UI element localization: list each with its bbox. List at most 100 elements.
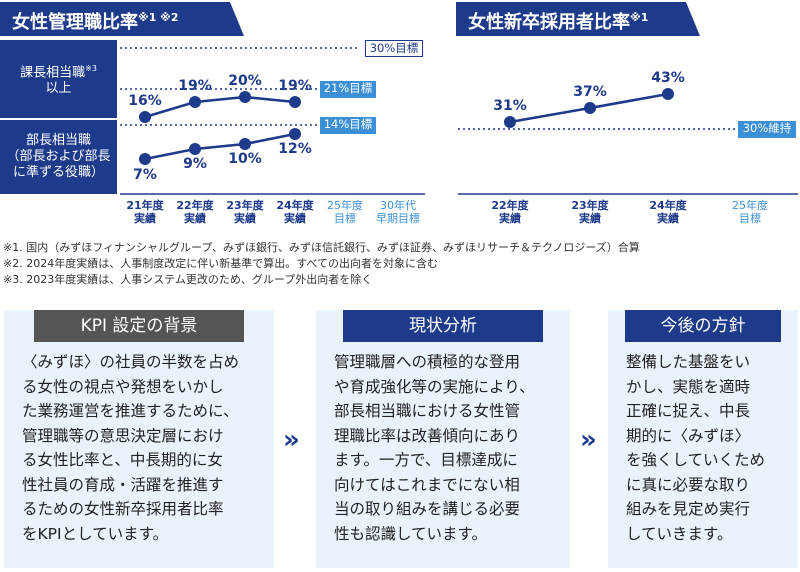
row-label-line: 課長相当職 <box>20 65 86 81</box>
note-ref: ※3 <box>85 63 97 73</box>
panel-line: 正確に捉え、中長 <box>626 402 751 420</box>
new-grad-line-chart: 31% 37% 43% <box>458 70 798 195</box>
panel-line: 管理職層への積極的な登用 <box>334 353 521 371</box>
x-tick-label: 25年度 目標 <box>315 199 375 225</box>
tick-label-line: 早期目標 <box>376 212 420 225</box>
new-grad-data-label: 43% <box>651 70 685 86</box>
women-new-grad-ratio-header: 女性新卒採用者比率※1 <box>456 2 700 36</box>
kpi-background-panel: KPI 設定の背景 〈みずほ〉の社員の半数を占め る女性の視点や発想をいかし た… <box>4 310 274 568</box>
row-label-bucho: 部長相当職 （部長および部長 に準ずる役職） <box>0 118 117 194</box>
panel-line: を強くしていくため <box>626 451 766 469</box>
chevron-right-icon: » <box>580 425 597 455</box>
section-title: 女性管理職比率 <box>12 12 138 33</box>
tick-label-line: 実績 <box>234 212 256 225</box>
panel-line: 組みを見定め実行 <box>626 500 751 518</box>
panel-line: 管理職等の意思決定層におけ <box>22 426 224 445</box>
panel-body: 管理職層への積極的な登用 や育成強化等の実施により、 部長相当職における女性管 … <box>334 350 560 546</box>
current-analysis-panel: 現状分析 管理職層への積極的な登用 や育成強化等の実施により、 部長相当職におけ… <box>316 310 570 568</box>
panel-line: や育成強化等の実施により、 <box>334 377 535 396</box>
note-ref: ※1 ※2 <box>138 11 179 24</box>
tick-label-line: 目標 <box>739 212 761 225</box>
x-tick-label: 21年度 実績 <box>115 199 175 225</box>
panel-line: る女性の視点や発想をいかし <box>22 377 224 396</box>
kacho-point <box>189 96 201 108</box>
women-managers-ratio-header: 女性管理職比率※1 ※2 <box>0 2 244 36</box>
tick-label-line: 実績 <box>284 212 306 225</box>
panel-line: た業務運営を推進するために、 <box>22 402 239 420</box>
tick-label-line: 23年度 <box>226 199 264 212</box>
bucho-data-label: 12% <box>278 141 312 157</box>
tick-label-line: 実績 <box>579 212 601 225</box>
x-tick-label: 22年度 実績 <box>165 199 225 225</box>
footnotes: ※1. 国内（みずほフィナンシャルグループ、みずほ銀行、みずほ信託銀行、みずほ証… <box>3 240 640 288</box>
kacho-point <box>139 111 151 123</box>
panel-line: 性社員の育成・活躍を推進す <box>22 475 224 494</box>
tick-label-line: 実績 <box>657 212 679 225</box>
section-title: 女性新卒採用者比率 <box>468 12 630 33</box>
footnote: ※1. 国内（みずほフィナンシャルグループ、みずほ銀行、みずほ信託銀行、みずほ証… <box>3 241 640 254</box>
panel-line: に真に必要な取り <box>626 475 751 494</box>
panel-line: 理職比率は改善傾向にあり <box>334 426 521 445</box>
new-grad-point <box>504 116 516 128</box>
tick-label-line: 30年代 <box>380 199 416 212</box>
new-grad-point <box>584 102 596 114</box>
future-policy-panel: 今後の方針 整備した基盤をい かし、実態を適時 正確に捉え、中長 期的に〈みずほ… <box>608 310 798 568</box>
row-label-line: 以上 <box>45 81 72 97</box>
panel-line: る女性比率と、中長期的に女 <box>22 451 223 469</box>
tick-label-line: 実績 <box>134 212 156 225</box>
managers-line-chart: 16% 19% 20% 19% 7% 9% 10% 12% <box>120 47 425 195</box>
target-label-30: 30%目標 <box>365 40 423 57</box>
tick-label-line: 目標 <box>334 212 356 225</box>
kacho-data-label: 16% <box>128 93 162 109</box>
panel-line: 〈みずほ〉の社員の半数を占め <box>22 353 240 371</box>
chevron-right-icon: » <box>283 425 300 455</box>
kacho-line <box>144 95 296 119</box>
panel-line: ます。一方で、目標達成に <box>334 451 518 469</box>
panel-heading: KPI 設定の背景 <box>34 310 244 342</box>
x-tick-label: 30年代 早期目標 <box>368 199 428 225</box>
target-label-14: 14%目標 <box>320 117 376 134</box>
tick-label-line: 22年度 <box>491 199 529 212</box>
row-label-line: に準ずる役職） <box>12 165 104 180</box>
new-grad-data-label: 37% <box>573 84 607 100</box>
target-label-21: 21%目標 <box>320 81 376 98</box>
bucho-point <box>189 143 201 155</box>
tick-label-line: 24年度 <box>649 199 687 212</box>
panel-heading: 現状分析 <box>343 310 543 342</box>
kacho-point <box>239 91 251 103</box>
panel-line: 向けてはこれまでにない相 <box>334 475 520 494</box>
new-grad-point <box>662 88 674 100</box>
tick-label-line: 21年度 <box>126 199 164 212</box>
panel-body: 整備した基盤をい かし、実態を適時 正確に捉え、中長 期的に〈みずほ〉 を強くし… <box>626 350 788 546</box>
x-tick-label: 22年度 実績 <box>480 199 540 225</box>
x-tick-label: 24年度 実績 <box>638 199 698 225</box>
kacho-data-label: 19% <box>278 78 312 94</box>
panel-line: 部長相当職における女性管 <box>334 402 521 420</box>
panel-line: 性も認識しています。 <box>334 524 487 543</box>
tick-label-line: 22年度 <box>176 199 214 212</box>
bucho-data-label: 9% <box>183 156 207 172</box>
tick-label-line: 25年度 <box>732 199 768 212</box>
panel-line: るための女性新卒採用者比率 <box>22 500 224 518</box>
bucho-point <box>289 128 301 140</box>
tick-label-line: 23年度 <box>571 199 609 212</box>
panel-line: かし、実態を適時 <box>626 377 751 396</box>
bucho-data-label: 10% <box>228 151 262 167</box>
panel-line: 当の取り組みを講じる必要 <box>334 500 521 518</box>
note-ref: ※1 <box>630 11 649 24</box>
x-tick-label: 25年度 目標 <box>720 199 780 225</box>
row-label-kacho: 課長相当職※3 以上 <box>0 40 117 118</box>
tick-label-line: 25年度 <box>327 199 363 212</box>
footnote: ※2. 2024年度実績は、人事制度改定に伴い新基準で算出。すべての出向者を対象… <box>3 257 438 270</box>
kacho-data-label: 19% <box>178 78 212 94</box>
target-label-30: 30%維持 <box>738 121 796 138</box>
panel-line: 期的に〈みずほ〉 <box>626 426 751 445</box>
panel-body: 〈みずほ〉の社員の半数を占め る女性の視点や発想をいかし た業務運営を推進するた… <box>22 350 264 546</box>
kacho-point <box>289 96 301 108</box>
bucho-data-label: 7% <box>133 167 157 183</box>
new-grad-data-label: 31% <box>493 98 527 114</box>
panel-heading: 今後の方針 <box>625 310 781 342</box>
panel-line: していきます。 <box>626 524 733 543</box>
bucho-point <box>239 138 251 150</box>
footnote: ※3. 2023年度実績は、人事システム更改のため、グループ外出向者を除く <box>3 273 373 286</box>
